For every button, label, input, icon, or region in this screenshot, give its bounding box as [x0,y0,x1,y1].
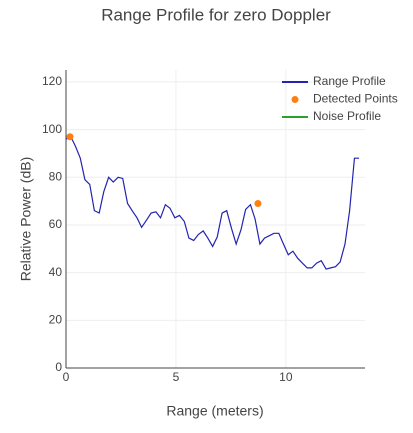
y-tick-label: 100 [42,122,62,136]
legend-label: Noise Profile [313,109,381,123]
y-tick-label: 40 [49,265,63,279]
y-tick-label: 0 [55,360,62,374]
x-tick-label: 10 [279,370,293,384]
legend-label: Range Profile [313,74,386,88]
legend-label: Detected Points [313,92,398,106]
data-point [66,133,74,141]
y-tick-label: 120 [42,74,62,88]
data-line [65,135,360,270]
x-tick-label: 5 [173,370,180,384]
data-point [254,200,262,208]
y-tick-label: 60 [49,217,63,231]
legend-marker [291,96,299,103]
y-axis-title: Relative Power (dB) [18,157,34,282]
x-tick-label: 0 [63,370,70,384]
y-tick-label: 80 [49,169,63,183]
y-tick-label: 20 [49,312,63,326]
x-axis-title: Range (meters) [166,403,263,419]
chart-title: Range Profile for zero Doppler [101,5,331,24]
